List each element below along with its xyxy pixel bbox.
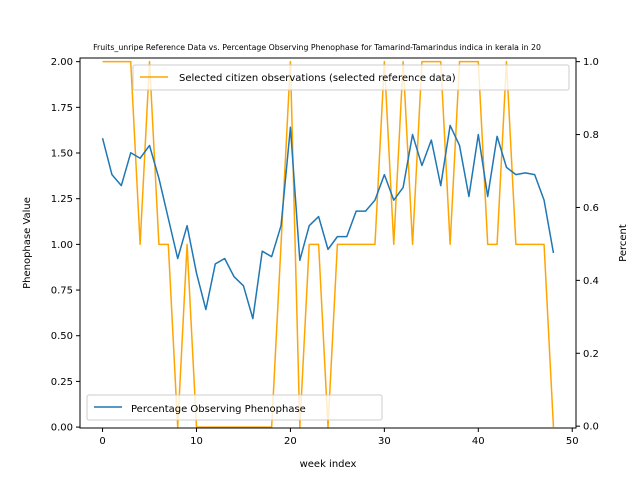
legend-upper: Selected citizen observations (selected … <box>132 64 570 91</box>
x-tick-label: 20 <box>284 436 297 447</box>
left-y-tick-label: 1.50 <box>51 149 73 160</box>
x-tick-label: 50 <box>566 436 579 447</box>
series-layer <box>101 60 555 428</box>
x-tick-label: 10 <box>190 436 203 447</box>
right-y-axis-label: Percent <box>618 224 629 262</box>
left-y-tick-label: 1.00 <box>51 240 73 251</box>
left-y-tick-label: 0.00 <box>51 423 73 434</box>
legend-upper-frame <box>132 64 570 91</box>
legend-lower-frame <box>86 394 383 421</box>
left-y-tick-label: 2.00 <box>51 57 73 68</box>
left-y-tick-label: 1.75 <box>51 103 73 114</box>
left-y-tick-label: 1.25 <box>51 194 73 205</box>
right-y-axis-ticks: 0.0 0.2 0.4 0.6 0.8 1.0 <box>576 57 599 433</box>
left-y-tick-label: 0.75 <box>51 286 73 297</box>
left-y-tick-label: 0.50 <box>51 331 73 342</box>
right-y-tick-label: 0.6 <box>583 203 599 214</box>
x-axis-label: week index <box>300 459 357 470</box>
legend-upper-label: Selected citizen observations (selected … <box>179 73 456 84</box>
right-y-tick-label: 0.8 <box>583 130 599 141</box>
x-axis-ticks: 0 10 20 30 40 50 <box>99 428 579 447</box>
legend-lower-label: Percentage Observing Phenophase <box>131 404 306 415</box>
left-y-axis-ticks: 0.00 0.25 0.50 0.75 1.00 1.25 1.50 1.75 2.00 <box>51 57 80 434</box>
series-line-percentage-observing <box>101 124 555 320</box>
legend-lower: Percentage Observing Phenophase <box>86 394 383 421</box>
x-tick-label: 0 <box>99 436 105 447</box>
right-y-tick-label: 0.0 <box>583 422 599 433</box>
left-y-tick-label: 0.25 <box>51 377 73 388</box>
x-tick-label: 40 <box>472 436 485 447</box>
right-y-tick-label: 1.0 <box>583 57 599 68</box>
axes-frame <box>79 57 577 429</box>
left-y-axis-label: Phenophase Value <box>22 197 33 289</box>
series-line-reference-observations <box>102 60 555 428</box>
right-y-tick-label: 0.2 <box>583 349 599 360</box>
right-y-tick-label: 0.4 <box>583 276 599 287</box>
chart-title: Fruits_unripe Reference Data vs. Percent… <box>93 43 541 52</box>
x-tick-label: 30 <box>378 436 391 447</box>
